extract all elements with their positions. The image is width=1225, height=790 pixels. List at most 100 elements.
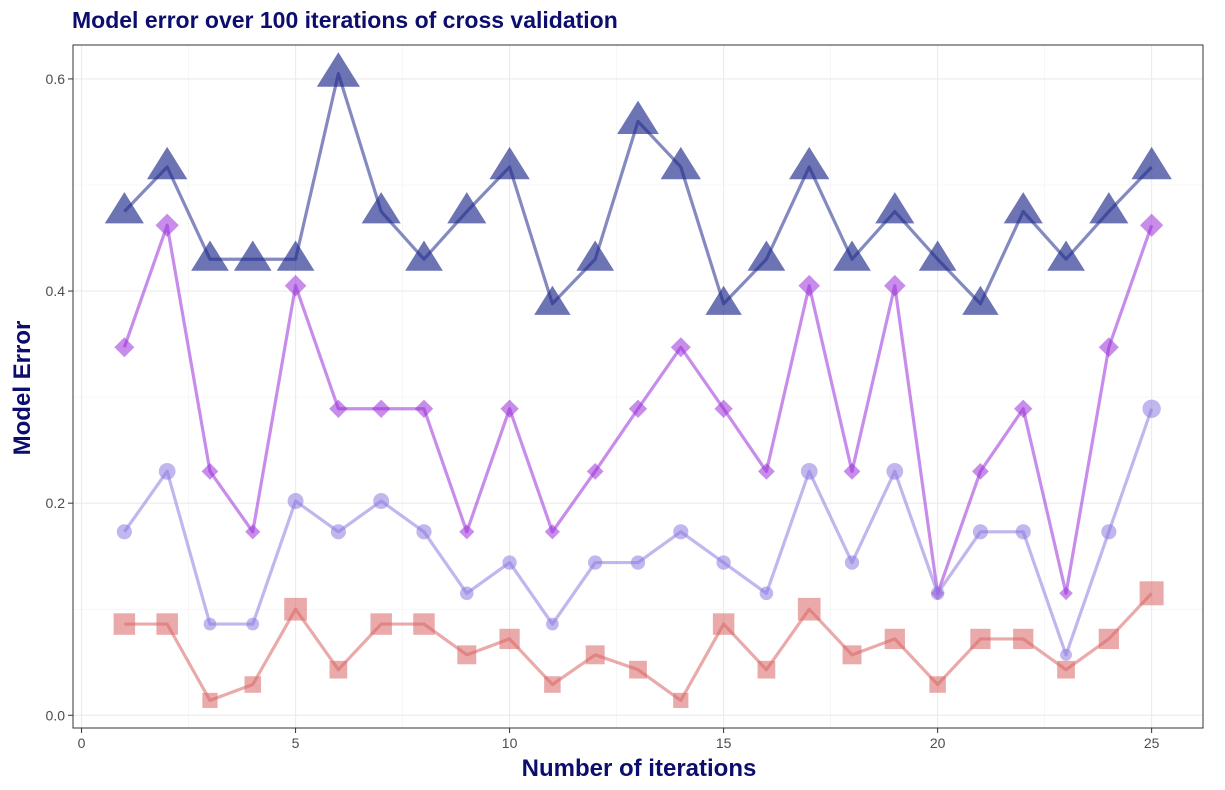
data-point-circle [287,493,304,510]
data-point-circle [630,555,646,570]
data-point-square [202,692,218,709]
data-point-square [673,692,689,709]
data-point-square [970,628,991,650]
data-point-circle [502,555,517,570]
data-point-circle [460,586,474,601]
data-point-square [156,613,178,635]
data-point-diamond [843,462,861,480]
data-point-square [499,628,520,650]
data-point-circle [1101,524,1117,540]
x-tick-label: 0 [78,735,86,751]
data-point-triangle [788,146,830,180]
data-point-triangle [534,285,571,315]
data-point-triangle [1131,146,1172,180]
data-point-square [1013,628,1034,650]
data-point-square [544,676,561,693]
data-point-circle [1142,399,1161,418]
data-point-triangle [962,285,999,315]
data-point-diamond [1014,399,1033,418]
y-tick-label: 0.4 [46,283,66,299]
data-point-diamond [500,399,519,418]
data-point-circle [546,617,559,631]
data-point-diamond [155,213,179,237]
data-point-diamond [714,399,733,418]
data-point-circle [1015,524,1031,540]
data-point-square [712,613,735,635]
data-point-circle [246,617,260,631]
data-point-triangle [146,146,188,180]
y-tick-label: 0.0 [46,707,66,723]
data-point-triangle [1089,192,1129,224]
data-point-triangle [447,192,487,224]
data-point-triangle [875,192,915,224]
x-tick-label: 25 [1144,735,1160,751]
series-square [113,581,1164,709]
data-point-square [1098,628,1119,650]
data-point-triangle [1003,192,1043,224]
x-tick-label: 20 [930,735,946,751]
plot-border [72,44,1204,729]
data-point-diamond [544,524,560,540]
y-tick-label: 0.2 [46,495,66,511]
data-point-triangle [191,240,229,271]
data-point-diamond [628,399,648,418]
data-point-triangle [705,285,742,315]
data-point-diamond [1059,586,1073,601]
data-point-square [413,613,435,635]
data-point-triangle [747,240,786,271]
data-point-triangle [576,240,615,271]
data-point-diamond [329,399,348,418]
data-point-diamond [670,337,691,358]
data-point-circle [800,462,818,480]
data-point-diamond [414,399,434,418]
data-point-triangle [233,240,272,271]
data-point-triangle [361,192,401,224]
data-point-square [244,676,262,693]
data-point-circle [759,586,774,601]
data-point-diamond [1140,213,1164,237]
data-point-circle [203,617,217,631]
data-point-triangle [276,240,315,271]
data-point-circle [716,555,731,570]
data-point-diamond [972,462,989,480]
data-point-square [113,613,136,635]
data-point-diamond [883,274,906,297]
data-point-diamond [1098,337,1119,358]
data-point-triangle [405,240,443,271]
data-point-circle [588,555,603,570]
data-point-circle [373,493,390,510]
data-point-square [842,645,862,665]
data-point-circle [158,462,176,480]
data-point-triangle [316,52,360,87]
data-point-square [884,628,905,650]
x-tick-label: 10 [502,735,518,751]
data-point-triangle [833,240,871,271]
data-point-diamond [586,462,604,480]
data-point-square [797,597,821,621]
data-point-diamond [459,524,475,540]
data-point-square [629,660,647,679]
data-point-diamond [371,399,391,418]
x-axis-title: Number of iterations [522,755,757,782]
data-point-triangle [489,146,530,180]
data-point-circle [972,524,989,540]
data-point-triangle [918,240,957,271]
data-point-triangle [617,100,659,135]
data-point-circle [416,524,432,540]
data-point-square [585,645,605,665]
data-point-circle [844,555,860,570]
data-point-square [929,676,946,693]
data-point-diamond [245,524,261,540]
data-point-square [284,597,307,621]
data-point-square [1139,581,1164,606]
x-tick-label: 5 [292,735,300,751]
data-point-diamond [114,337,135,358]
x-tick-label: 15 [716,735,732,751]
y-tick-label: 0.6 [46,71,66,87]
data-point-square [329,660,348,679]
data-point-circle [330,524,346,540]
data-point-triangle [1047,240,1085,271]
chart-title: Model error over 100 iterations of cross… [72,7,618,33]
data-point-diamond [798,274,821,297]
